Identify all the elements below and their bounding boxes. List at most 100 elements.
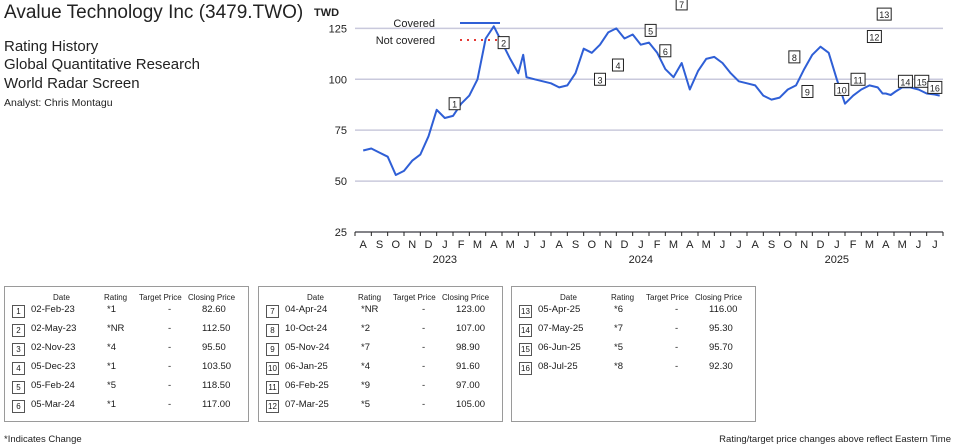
table-header-target: Target Price (646, 293, 689, 302)
row-date: 02-Feb-23 (31, 304, 75, 315)
row-closing-price: 98.90 (456, 342, 480, 353)
x-tick-label: A (555, 239, 563, 251)
row-date: 06-Feb-25 (285, 380, 329, 391)
x-tick-label: O (784, 239, 793, 251)
row-rating: *7 (614, 323, 623, 334)
row-target-price: - (168, 361, 172, 372)
row-number: 2 (12, 324, 25, 337)
marker-box-10 (834, 82, 850, 96)
row-closing-price: 116.00 (709, 304, 738, 315)
subtitle-screen: World Radar Screen (4, 75, 140, 92)
row-rating: *1 (107, 399, 116, 410)
rating-table-3: Date Rating Target Price Closing Price 13 05-… (511, 286, 756, 422)
marker-box-5 (644, 23, 657, 37)
row-target-price: - (422, 323, 426, 334)
table-header-date: Date (307, 293, 324, 302)
footnote-timezone: Rating/target price changes above reflec… (719, 434, 951, 445)
x-tick-label: M (898, 239, 907, 251)
year-label-2023: 2023 (433, 254, 457, 266)
x-tick-label: O (392, 239, 401, 251)
row-rating: *NR (107, 323, 125, 334)
row-number: 3 (12, 343, 25, 356)
year-label-2024: 2024 (629, 254, 653, 266)
subtitle-research: Global Quantitative Research (4, 56, 200, 73)
x-tick-label: O (588, 239, 597, 251)
marker-label-13: 13 (879, 10, 889, 20)
table-header-target: Target Price (393, 293, 436, 302)
row-rating: *2 (361, 323, 370, 334)
marker-label-6: 6 (663, 47, 668, 57)
row-rating: *5 (361, 399, 370, 410)
row-number: 16 (519, 362, 532, 375)
marker-box-1 (448, 97, 461, 111)
marker-label-15: 15 (917, 77, 927, 87)
row-number: 9 (266, 343, 279, 356)
x-tick-label: M (865, 239, 874, 251)
table-row: 13 05-Apr-25 *6 - 116.00 (512, 304, 755, 322)
marker-box-4 (611, 58, 624, 72)
row-number: 6 (12, 400, 25, 413)
row-target-price: - (422, 361, 426, 372)
rating-table-2: Date Rating Target Price Closing Price 7 04-A… (258, 286, 503, 422)
row-target-price: - (168, 304, 172, 315)
row-closing-price: 107.00 (456, 323, 486, 334)
marker-label-10: 10 (837, 85, 847, 95)
row-date: 04-Apr-24 (285, 304, 328, 315)
marker-box-14 (897, 74, 913, 88)
x-tick-label: S (376, 239, 383, 251)
row-number: 13 (519, 305, 532, 318)
table-header-rating: Rating (611, 293, 635, 302)
row-rating: *4 (107, 342, 116, 353)
row-number: 15 (519, 343, 532, 356)
row-closing-price: 82.60 (202, 304, 226, 315)
x-tick-label: N (800, 239, 808, 251)
x-tick-label: A (751, 239, 759, 251)
table-row: 6 05-Mar-24 *1 - 117.00 (5, 399, 248, 417)
company-title: Avalue Technology Inc (3479.TWO) (4, 2, 304, 23)
marker-box-13 (876, 7, 892, 21)
year-label-2025: 2025 (825, 254, 849, 266)
row-target-price: - (675, 323, 679, 334)
row-number: 8 (266, 324, 279, 337)
y-tick-label-25: 25 (335, 227, 347, 239)
table-row: 16 08-Jul-25 *8 - 92.30 (512, 361, 755, 379)
row-date: 02-May-23 (31, 323, 77, 334)
row-closing-price: 91.60 (456, 361, 480, 372)
table-row: 4 05-Dec-23 *1 - 103.50 (5, 361, 248, 379)
row-number: 5 (12, 381, 25, 394)
row-date: 05-Apr-25 (538, 304, 581, 315)
row-number: 11 (266, 381, 279, 394)
x-tick-label: N (408, 239, 416, 251)
marker-label-2: 2 (501, 39, 506, 49)
marker-box-12 (866, 30, 882, 44)
marker-box-7 (675, 0, 688, 11)
y-tick-label-125: 125 (329, 23, 347, 35)
x-tick-label: S (768, 239, 775, 251)
legend-label-not-covered: Not covered (376, 35, 435, 47)
x-tick-label: M (506, 239, 515, 251)
row-target-price: - (422, 399, 426, 410)
table-row: 2 02-May-23 *NR - 112.50 (5, 323, 248, 341)
row-date: 10-Oct-24 (285, 323, 328, 334)
row-rating: *5 (107, 380, 116, 391)
marker-label-8: 8 (792, 53, 797, 63)
marker-label-1: 1 (452, 100, 457, 110)
row-closing-price: 92.30 (709, 361, 733, 372)
table-row: 1 02-Feb-23 *1 - 82.60 (5, 304, 248, 322)
row-rating: *5 (614, 342, 623, 353)
marker-label-9: 9 (805, 87, 810, 97)
table-row: 14 07-May-25 *7 - 95.30 (512, 323, 755, 341)
table-row: 7 04-Apr-24 *NR - 123.00 (259, 304, 502, 322)
row-closing-price: 112.50 (202, 323, 231, 334)
marker-label-11: 11 (853, 75, 862, 85)
x-tick-label: J (932, 239, 938, 251)
row-date: 06-Jun-25 (538, 342, 581, 353)
marker-label-12: 12 (869, 33, 879, 43)
marker-label-7: 7 (679, 0, 684, 10)
x-tick-label: J (736, 239, 742, 251)
row-number: 10 (266, 362, 279, 375)
marker-label-3: 3 (597, 75, 602, 85)
row-rating: *NR (361, 304, 379, 315)
x-tick-label: J (916, 239, 922, 251)
x-tick-label: J (442, 239, 448, 251)
